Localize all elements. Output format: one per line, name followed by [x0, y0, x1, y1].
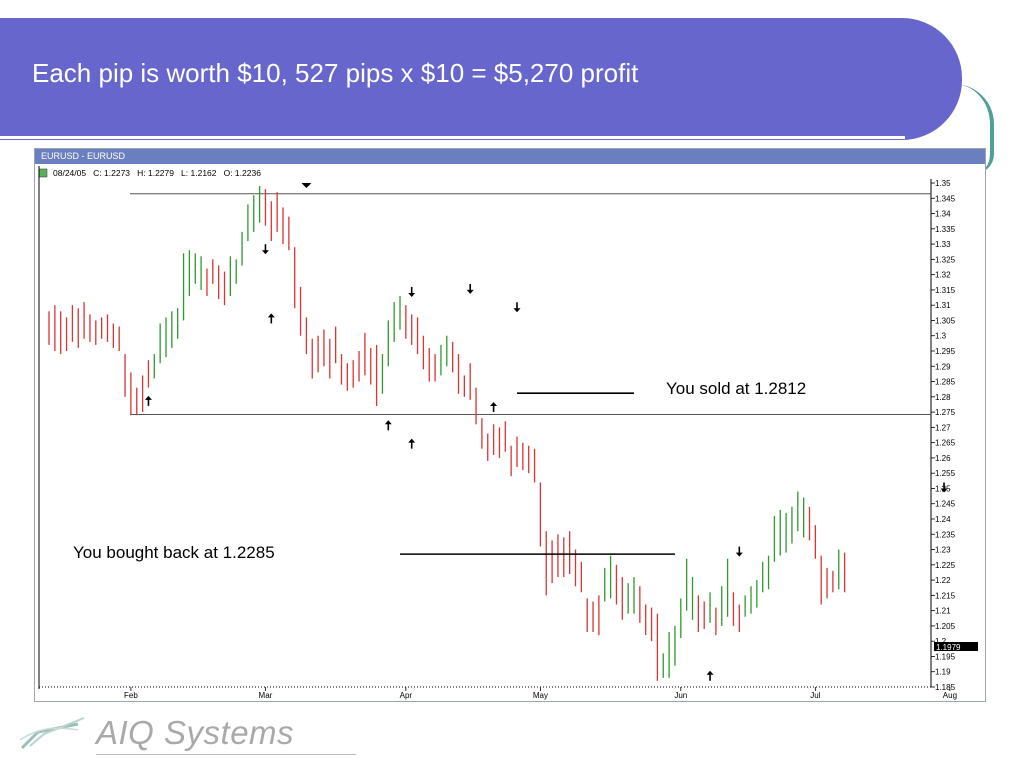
y-tick-label: 1.345 [935, 194, 956, 203]
y-tick-label: 1.265 [935, 439, 956, 448]
y-tick-label: 1.26 [935, 454, 951, 463]
ohlc-info: 08/24/05 C: 1.2273 H: 1.2279 L: 1.2162 O… [53, 168, 261, 178]
header-rule [0, 136, 905, 139]
last-price-label: 1.1979 [936, 643, 961, 652]
x-tick-label: May [533, 691, 548, 700]
y-tick-label: 1.245 [935, 500, 956, 509]
x-tick-label: Mar [259, 691, 273, 700]
y-tick-label: 1.32 [935, 271, 951, 280]
header-band [0, 18, 962, 140]
decorative-arc [942, 84, 994, 174]
y-tick-label: 1.35 [935, 179, 951, 188]
slide-title: Each pip is worth $10, 527 pips x $10 = … [32, 58, 639, 88]
y-tick-label: 1.305 [935, 316, 956, 325]
y-tick-label: 1.205 [935, 622, 956, 631]
y-tick-label: 1.335 [935, 225, 956, 234]
y-tick-label: 1.2 [935, 637, 947, 646]
y-tick-label: 1.23 [935, 546, 951, 555]
buy-signal-arrowhead [706, 670, 714, 675]
buy-signal-arrowhead [408, 438, 416, 443]
price-chart: 08/24/05 C: 1.2273 H: 1.2279 L: 1.2162 O… [38, 166, 978, 700]
y-tick-label: 1.195 [935, 652, 956, 661]
logo-text: AIQ Systems [96, 714, 295, 751]
sell-signal-arrowhead [408, 292, 416, 297]
company-logo: AIQ Systems [18, 708, 356, 758]
x-tick-label: Aug [943, 691, 957, 700]
y-tick-label: 1.225 [935, 561, 956, 570]
chart-window: EURUSD - EURUSD 08/24/05 C: 1.2273 H: 1.… [34, 148, 986, 702]
y-tick-label: 1.315 [935, 286, 956, 295]
window-title: EURUSD - EURUSD [35, 149, 985, 164]
y-tick-label: 1.285 [935, 378, 956, 387]
y-tick-label: 1.34 [935, 210, 951, 219]
sell-signal-arrowhead [466, 289, 474, 294]
chart-type-icon[interactable] [38, 168, 48, 178]
y-tick-label: 1.275 [935, 408, 956, 417]
y-tick-label: 1.28 [935, 393, 951, 402]
x-tick-label: Jun [674, 691, 687, 700]
y-tick-label: 1.33 [935, 240, 951, 249]
x-tick-label: Feb [124, 691, 138, 700]
y-tick-label: 1.185 [935, 683, 956, 692]
last-price-box [934, 642, 978, 651]
y-tick-label: 1.29 [935, 362, 951, 371]
y-tick-label: 1.235 [935, 530, 956, 539]
y-tick-label: 1.22 [935, 576, 951, 585]
x-tick-label: Jul [810, 691, 820, 700]
x-tick-label: Apr [400, 691, 413, 700]
y-tick-label: 1.295 [935, 347, 956, 356]
y-tick-label: 1.24 [935, 515, 951, 524]
sell-signal-arrowhead [261, 250, 269, 255]
sell-signal-arrowhead [735, 552, 743, 557]
y-tick-label: 1.3 [935, 332, 947, 341]
sell-signal-arrowhead [513, 308, 521, 313]
trade-annotation: You bought back at 1.2285 [73, 543, 275, 562]
buy-signal-arrowhead [144, 395, 152, 400]
y-tick-label: 1.27 [935, 423, 951, 432]
y-tick-label: 1.25 [935, 484, 951, 493]
buy-signal-arrowhead [267, 313, 275, 318]
trade-annotation: You sold at 1.2812 [666, 379, 806, 398]
buy-signal-arrowhead [490, 401, 498, 406]
y-tick-label: 1.21 [935, 607, 951, 616]
time-marker-triangle [301, 183, 312, 188]
buy-signal-arrowhead [384, 420, 392, 425]
sell-signal-arrowhead [940, 488, 948, 493]
y-tick-label: 1.31 [935, 301, 951, 310]
y-tick-label: 1.255 [935, 469, 956, 478]
y-tick-label: 1.19 [935, 668, 951, 677]
y-tick-label: 1.325 [935, 255, 956, 264]
y-tick-label: 1.215 [935, 591, 956, 600]
logo-rule [96, 754, 356, 755]
logo-mark-icon [19, 717, 85, 750]
